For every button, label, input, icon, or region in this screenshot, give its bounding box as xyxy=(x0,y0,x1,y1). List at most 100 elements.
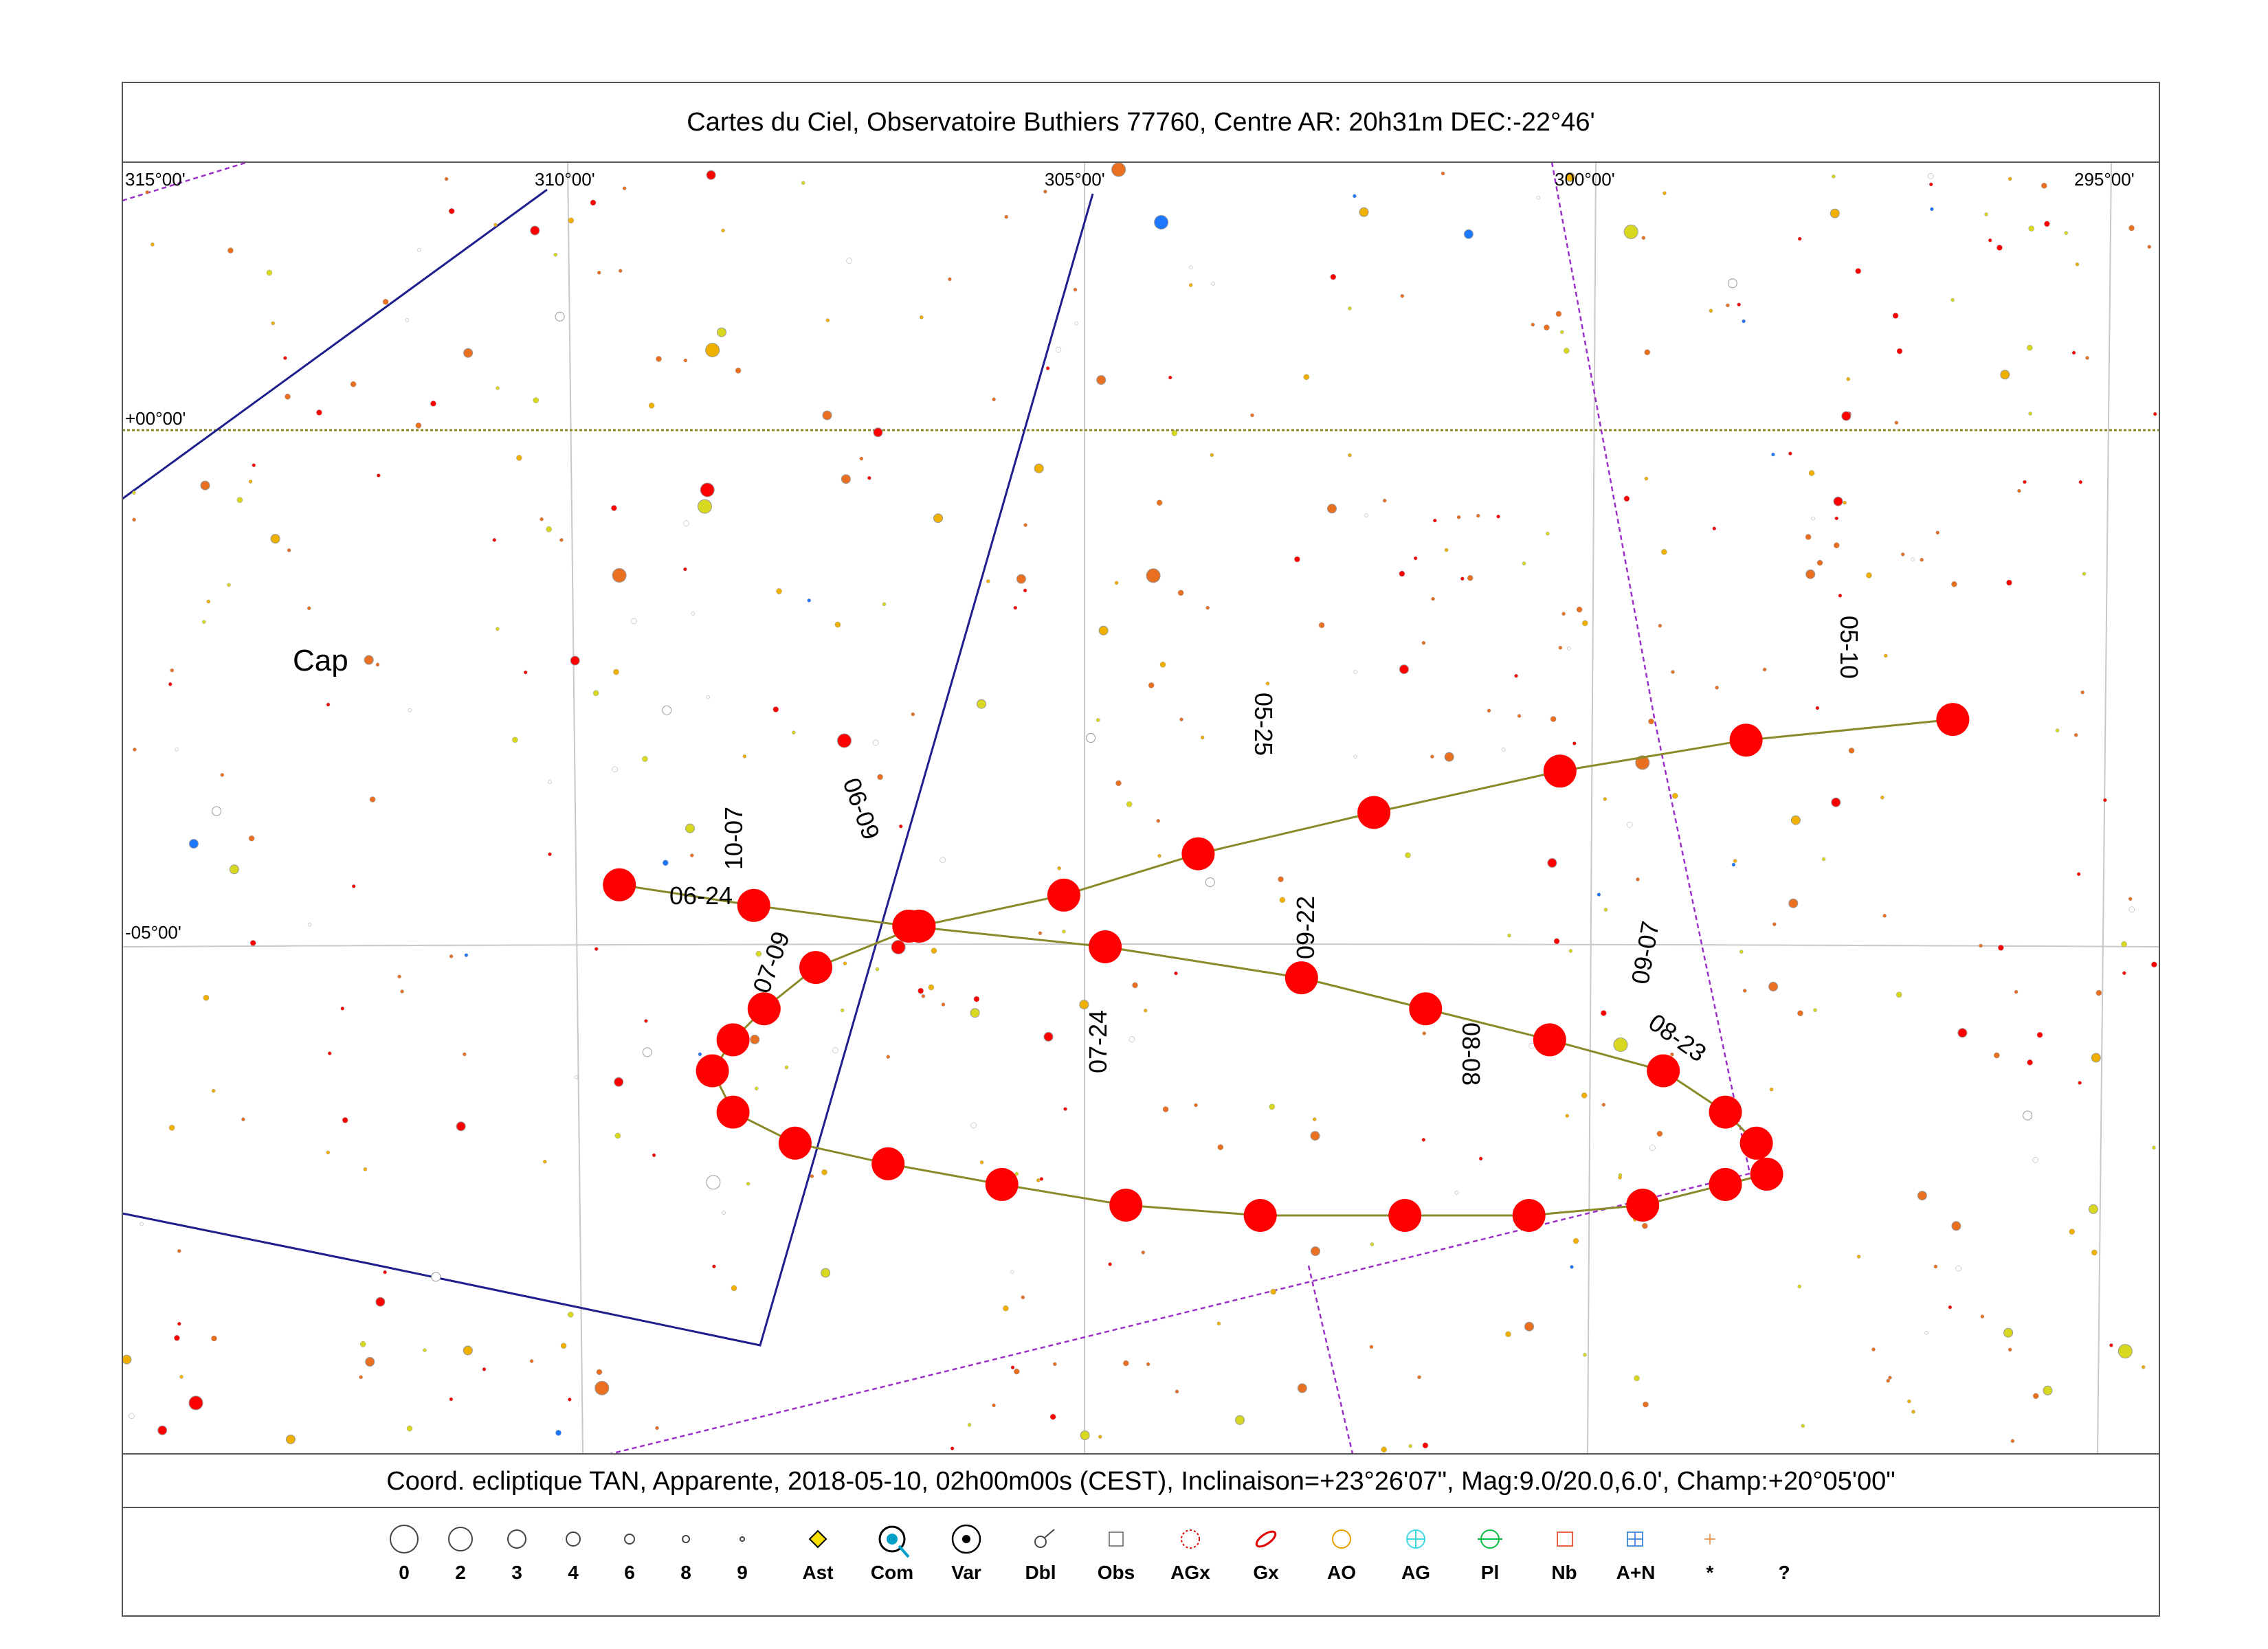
background-star xyxy=(1544,324,1550,330)
background-star xyxy=(417,247,421,252)
background-star xyxy=(123,1354,132,1365)
background-star xyxy=(496,386,500,390)
background-star xyxy=(656,356,662,362)
background-star xyxy=(211,1335,217,1342)
background-star xyxy=(1597,893,1601,897)
background-star xyxy=(948,277,952,282)
background-star xyxy=(170,668,175,673)
background-star xyxy=(1623,495,1630,502)
background-star xyxy=(327,1051,332,1055)
background-star xyxy=(236,497,243,503)
background-star xyxy=(1039,1177,1044,1181)
globular-cluster-icon xyxy=(1406,1529,1425,1549)
background-star xyxy=(1871,1347,1876,1351)
background-star xyxy=(1159,662,1166,668)
background-star xyxy=(683,520,689,526)
background-star xyxy=(1626,822,1633,828)
background-star xyxy=(363,1167,368,1171)
background-star xyxy=(722,1211,726,1215)
background-star xyxy=(691,612,696,616)
path-point xyxy=(1626,1189,1660,1222)
background-star xyxy=(140,1222,144,1226)
background-star xyxy=(1618,1176,1622,1180)
observer-square-icon xyxy=(1109,1532,1124,1547)
legend-label-3: 3 xyxy=(511,1562,522,1583)
background-star xyxy=(1200,735,1205,740)
mag-0-circle-icon xyxy=(390,1525,419,1553)
background-star xyxy=(1648,718,1654,725)
chart-frame xyxy=(122,82,2160,1617)
background-star xyxy=(2003,1327,2014,1338)
background-star xyxy=(801,181,805,185)
background-star xyxy=(1576,606,1583,613)
legend-label-obs: Obs xyxy=(1098,1562,1135,1583)
background-star xyxy=(1846,377,1850,381)
background-star xyxy=(1670,1052,1674,1057)
background-star xyxy=(1524,1321,1534,1332)
background-star xyxy=(613,669,619,675)
background-star xyxy=(1565,1114,1569,1118)
background-star xyxy=(1603,908,1608,912)
background-star xyxy=(614,1132,621,1139)
legend-label-ao: AO xyxy=(1327,1562,1356,1583)
background-stars xyxy=(123,163,2157,1453)
background-star xyxy=(448,208,455,214)
background-star xyxy=(326,702,331,707)
background-star xyxy=(548,780,552,784)
background-star xyxy=(1359,207,1369,217)
background-star xyxy=(918,987,924,994)
background-star xyxy=(206,599,211,604)
background-star xyxy=(706,1175,721,1190)
background-star xyxy=(359,1375,363,1380)
background-star xyxy=(1096,718,1100,722)
background-star xyxy=(1933,1264,1938,1269)
background-star xyxy=(546,526,552,532)
legend-label-an: A+N xyxy=(1616,1562,1656,1583)
background-star xyxy=(886,1055,891,1059)
background-star xyxy=(1517,714,1522,718)
background-star xyxy=(1505,1331,1511,1338)
path-point xyxy=(1243,1199,1277,1232)
background-star xyxy=(397,974,401,979)
background-star xyxy=(742,754,747,759)
path-point xyxy=(1285,961,1318,995)
background-star xyxy=(1930,207,1934,212)
asteroid-diamond-icon xyxy=(808,1529,827,1549)
background-star xyxy=(832,1047,838,1053)
background-star xyxy=(1265,682,1270,686)
background-star xyxy=(1911,557,1915,561)
background-star xyxy=(1816,559,1823,566)
background-star xyxy=(746,1182,751,1186)
background-star xyxy=(1353,754,1358,759)
path-point xyxy=(716,1095,750,1129)
background-star xyxy=(463,348,474,358)
background-star xyxy=(933,513,943,524)
background-star xyxy=(1454,1191,1459,1195)
background-star xyxy=(1422,1031,1426,1035)
background-star xyxy=(648,402,655,409)
background-star xyxy=(512,737,518,743)
background-star xyxy=(530,225,540,236)
background-star xyxy=(211,1088,216,1093)
path-point xyxy=(892,909,926,943)
background-star xyxy=(1188,283,1193,287)
legend-label-var: Var xyxy=(951,1562,981,1583)
background-star xyxy=(270,534,280,544)
path-point xyxy=(1936,703,1970,737)
background-star xyxy=(940,857,946,863)
background-star xyxy=(1023,523,1027,527)
background-star xyxy=(750,1034,760,1044)
background-star xyxy=(1146,568,1161,583)
path-point xyxy=(1047,878,1080,912)
background-star xyxy=(683,567,687,572)
background-star xyxy=(570,655,580,666)
background-star xyxy=(1023,588,1027,593)
path-point xyxy=(1181,837,1215,871)
background-star xyxy=(1348,453,1352,458)
background-star xyxy=(406,1425,413,1432)
background-star xyxy=(2085,356,2089,360)
background-star xyxy=(705,343,720,357)
background-star xyxy=(898,824,903,829)
background-star xyxy=(1911,1409,1915,1414)
background-star xyxy=(1043,1031,1054,1042)
